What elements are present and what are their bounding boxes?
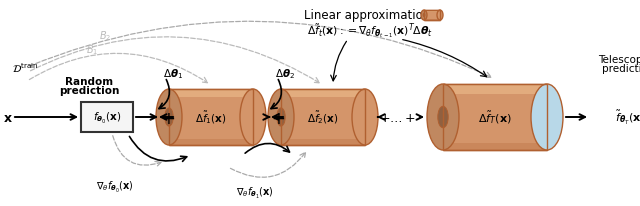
FancyBboxPatch shape (443, 85, 547, 94)
FancyBboxPatch shape (281, 140, 365, 145)
Ellipse shape (531, 85, 563, 150)
Text: $B_1$: $B_1$ (86, 43, 98, 57)
Bar (81, 103, 133, 132)
Text: $\Delta\tilde{f}_1(\mathbf{x})$: $\Delta\tilde{f}_1(\mathbf{x})$ (195, 109, 227, 126)
FancyBboxPatch shape (424, 20, 440, 21)
Ellipse shape (276, 108, 285, 126)
Ellipse shape (240, 90, 266, 145)
Text: Random: Random (65, 77, 113, 87)
Text: $\Delta\boldsymbol{\theta}_1$: $\Delta\boldsymbol{\theta}_1$ (163, 67, 183, 81)
Text: $\mathbf{x}$: $\mathbf{x}$ (3, 112, 13, 125)
FancyBboxPatch shape (424, 11, 440, 12)
Text: prediction: prediction (602, 64, 640, 74)
FancyBboxPatch shape (169, 140, 253, 145)
Text: Linear approximations: Linear approximations (304, 9, 436, 22)
Text: +: + (271, 109, 285, 127)
Ellipse shape (437, 11, 443, 21)
Text: $+\ldots+$: $+\ldots+$ (379, 112, 415, 125)
Text: +: + (161, 109, 175, 127)
FancyBboxPatch shape (443, 85, 547, 150)
Text: $\Delta\tilde{f}_T(\mathbf{x})$: $\Delta\tilde{f}_T(\mathbf{x})$ (478, 109, 512, 126)
Text: $f_{\boldsymbol{\theta}_0}(\mathbf{x})$: $f_{\boldsymbol{\theta}_0}(\mathbf{x})$ (93, 110, 121, 125)
FancyBboxPatch shape (281, 90, 365, 98)
Text: Telescoping: Telescoping (598, 55, 640, 65)
Ellipse shape (352, 90, 378, 145)
Text: $\Delta\tilde{f}_2(\mathbf{x})$: $\Delta\tilde{f}_2(\mathbf{x})$ (307, 109, 339, 126)
Text: $\tilde{f}_{\boldsymbol{\theta}_T}(\mathbf{x})$: $\tilde{f}_{\boldsymbol{\theta}_T}(\math… (615, 108, 640, 126)
Text: prediction: prediction (59, 85, 119, 96)
Ellipse shape (156, 90, 182, 145)
Ellipse shape (438, 107, 448, 128)
Ellipse shape (421, 11, 427, 21)
Ellipse shape (164, 108, 173, 126)
FancyBboxPatch shape (169, 90, 253, 145)
Ellipse shape (268, 90, 294, 145)
FancyBboxPatch shape (281, 90, 365, 145)
FancyBboxPatch shape (169, 90, 253, 98)
FancyBboxPatch shape (424, 11, 440, 21)
FancyBboxPatch shape (443, 144, 547, 150)
Text: $\Delta\boldsymbol{\theta}_2$: $\Delta\boldsymbol{\theta}_2$ (275, 67, 295, 81)
Ellipse shape (427, 85, 459, 150)
Ellipse shape (423, 14, 425, 18)
Text: $\mathcal{D}^{\mathrm{train}}$: $\mathcal{D}^{\mathrm{train}}$ (12, 61, 38, 75)
Text: $\nabla_\theta f_{\boldsymbol{\theta}_1}(\mathbf{x})$: $\nabla_\theta f_{\boldsymbol{\theta}_1}… (236, 185, 274, 200)
Text: $\Delta\tilde{f}_t(\mathbf{x}) := \nabla_\theta f_{\boldsymbol{\theta}_{t-1}}(\m: $\Delta\tilde{f}_t(\mathbf{x}) := \nabla… (307, 22, 433, 40)
Text: $B_2$: $B_2$ (99, 29, 111, 43)
Text: $\nabla_\theta f_{\boldsymbol{\theta}_0}(\mathbf{x})$: $\nabla_\theta f_{\boldsymbol{\theta}_0}… (96, 179, 134, 194)
